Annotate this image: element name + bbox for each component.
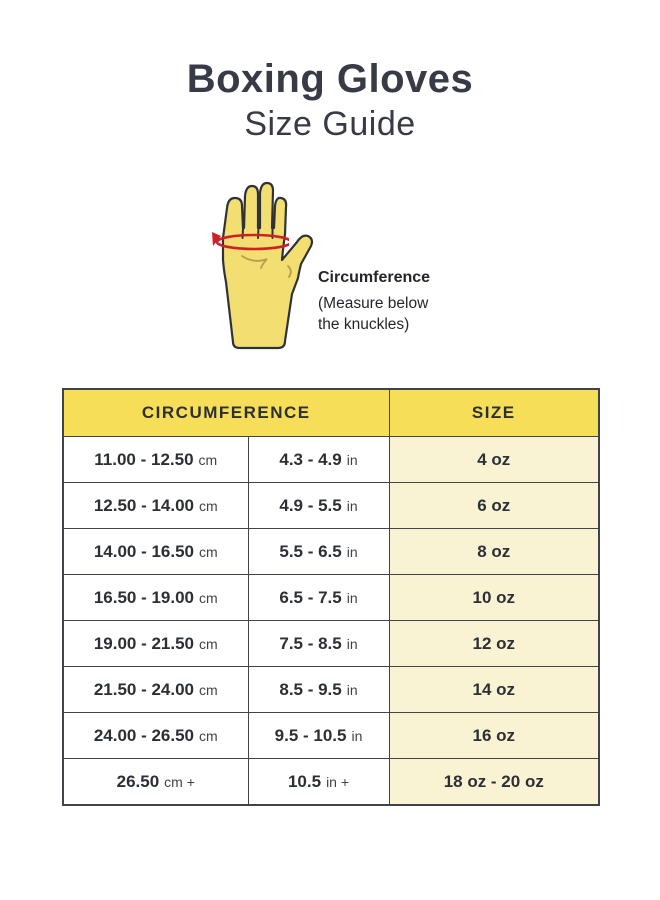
table-row: 19.00 - 21.50 cm 7.5 - 8.5 in 12 oz: [62, 620, 600, 667]
caption-title: Circumference: [318, 269, 431, 286]
cm-range-cell: 21.50 - 24.00 cm: [62, 666, 249, 713]
table-row: 24.00 - 26.50 cm 9.5 - 10.5 in 16 oz: [62, 712, 600, 759]
palm-creases: [241, 255, 292, 278]
cm-range-cell: 24.00 - 26.50 cm: [62, 712, 249, 759]
cm-unit: cm: [199, 635, 218, 652]
cm-range-value: 12.50 - 14.00: [93, 495, 195, 515]
glove-size-cell: 16 oz: [388, 712, 600, 759]
table-row: 11.00 - 12.50 cm 4.3 - 4.9 in 4 oz: [62, 436, 600, 483]
inch-range-cell: 8.5 - 9.5 in: [247, 666, 390, 713]
cm-range-value: 26.50: [116, 771, 160, 791]
table-row: 12.50 - 14.00 cm 4.9 - 5.5 in 6 oz: [62, 482, 600, 529]
hand-illustration: [212, 181, 314, 350]
cm-range-cell: 19.00 - 21.50 cm: [62, 620, 249, 667]
inch-unit: in: [351, 727, 363, 744]
inch-unit: in +: [326, 773, 350, 790]
hand-shape: [221, 181, 314, 350]
table-row: 21.50 - 24.00 cm 8.5 - 9.5 in 14 oz: [62, 666, 600, 713]
caption-note-line1: (Measure below: [318, 295, 429, 312]
table-row: 16.50 - 19.00 cm 6.5 - 7.5 in 10 oz: [62, 574, 600, 621]
glove-size-cell: 6 oz: [388, 482, 600, 529]
cm-unit: cm: [199, 681, 218, 698]
inch-unit: in: [346, 543, 358, 560]
inch-range-cell: 4.3 - 4.9 in: [247, 436, 390, 483]
cm-unit: cm: [198, 451, 218, 468]
inch-range-value: 10.5: [287, 771, 322, 791]
cm-range-cell: 14.00 - 16.50 cm: [62, 528, 249, 575]
inch-unit: in: [346, 635, 358, 652]
glove-size-cell: 4 oz: [388, 436, 600, 483]
cm-unit: cm: [199, 727, 218, 744]
cm-range-value: 24.00 - 26.50: [93, 725, 195, 745]
cm-range-value: 16.50 - 19.00: [93, 587, 195, 607]
inch-range-value: 5.5 - 6.5: [279, 541, 342, 561]
cm-range-cell: 12.50 - 14.00 cm: [62, 482, 249, 529]
cm-range-value: 21.50 - 24.00: [93, 679, 195, 699]
cm-range-cell: 26.50 cm +: [62, 758, 249, 806]
cm-unit: cm: [199, 497, 218, 514]
cm-unit: cm: [199, 543, 218, 560]
cm-unit: cm +: [164, 773, 195, 790]
inch-unit: in: [346, 497, 358, 514]
inch-range-cell: 7.5 - 8.5 in: [247, 620, 390, 667]
inch-range-value: 8.5 - 9.5: [279, 679, 342, 699]
inch-range-value: 4.3 - 4.9: [279, 449, 342, 469]
page-title: Boxing Gloves: [186, 57, 474, 101]
inch-range-cell: 10.5 in +: [247, 758, 390, 806]
size-table: CIRCUMFERENCE SIZE 11.00 - 12.50 cm 4.3 -…: [62, 388, 601, 806]
table-row: 26.50 cm + 10.5 in + 18 oz - 20 oz: [62, 758, 600, 806]
cm-range-cell: 16.50 - 19.00 cm: [62, 574, 249, 621]
table-header-row: CIRCUMFERENCE SIZE: [62, 388, 600, 437]
page-subtitle: Size Guide: [244, 105, 416, 143]
inch-range-cell: 4.9 - 5.5 in: [247, 482, 390, 529]
inch-range-value: 6.5 - 7.5: [279, 587, 342, 607]
glove-size-cell: 14 oz: [388, 666, 600, 713]
glove-size-cell: 10 oz: [388, 574, 600, 621]
table-header-circumference: CIRCUMFERENCE: [62, 388, 390, 437]
inch-range-cell: 5.5 - 6.5 in: [247, 528, 390, 575]
circumference-tape-icon: [212, 232, 289, 251]
circumference-caption: Circumference (Measure below the knuckle…: [318, 269, 430, 335]
glove-size-cell: 18 oz - 20 oz: [388, 758, 600, 806]
cm-unit: cm: [199, 589, 218, 606]
inch-range-value: 7.5 - 8.5: [279, 633, 342, 653]
table-header-size: SIZE: [388, 388, 600, 437]
inch-unit: in: [346, 451, 358, 468]
cm-range-value: 11.00 - 12.50: [94, 449, 194, 469]
inch-range-cell: 9.5 - 10.5 in: [247, 712, 390, 759]
glove-size-cell: 12 oz: [388, 620, 600, 667]
caption-note-line2: the knuckles): [318, 316, 410, 333]
table-row: 14.00 - 16.50 cm 5.5 - 6.5 in 8 oz: [62, 528, 600, 575]
glove-size-cell: 8 oz: [388, 528, 600, 575]
inch-unit: in: [346, 589, 358, 606]
inch-unit: in: [346, 681, 358, 698]
cm-range-value: 19.00 - 21.50: [93, 633, 195, 653]
inch-range-cell: 6.5 - 7.5 in: [247, 574, 390, 621]
cm-range-value: 14.00 - 16.50: [93, 541, 195, 561]
inch-range-value: 4.9 - 5.5: [279, 495, 342, 515]
inch-range-value: 9.5 - 10.5: [274, 725, 347, 745]
cm-range-cell: 11.00 - 12.50 cm: [62, 436, 249, 483]
